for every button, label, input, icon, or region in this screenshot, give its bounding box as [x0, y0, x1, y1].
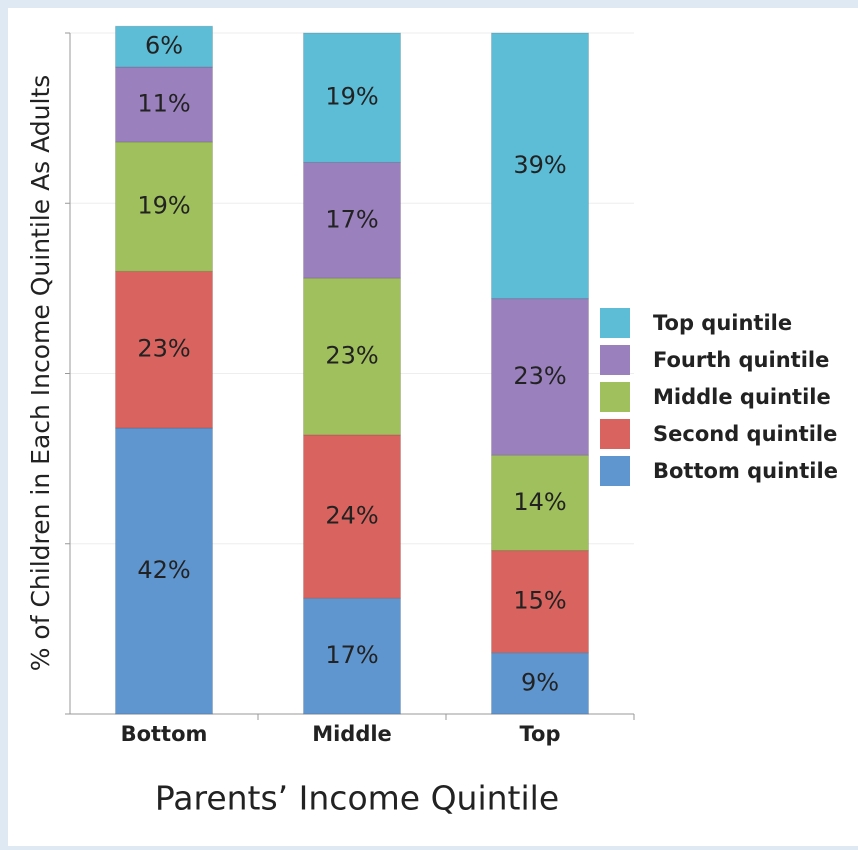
- value-label: 14%: [513, 488, 566, 516]
- legend-label: Middle quintile: [653, 385, 831, 409]
- bar-segment: [115, 427, 213, 715]
- bar-segment: [115, 141, 213, 272]
- value-label: 17%: [325, 205, 378, 233]
- bar-segment: [491, 652, 589, 715]
- legend-swatch: [600, 419, 630, 449]
- x-tick-label: Bottom: [121, 722, 208, 746]
- bar-segment: [115, 270, 213, 429]
- legend-swatch: [600, 308, 630, 338]
- bar-segment: [115, 66, 213, 143]
- legend-swatch: [600, 345, 630, 375]
- value-label: 39%: [513, 151, 566, 179]
- x-tick-label: Middle: [312, 722, 392, 746]
- value-label: 17%: [325, 641, 378, 669]
- bar-segment: [303, 161, 401, 279]
- value-label: 6%: [145, 32, 183, 60]
- legend-swatch: [600, 382, 630, 412]
- x-axis-title: Parents’ Income Quintile: [155, 779, 559, 818]
- value-label: 24%: [325, 502, 378, 530]
- legend-label: Top quintile: [653, 311, 792, 335]
- frame: % of Children in Each Income Quintile As…: [8, 8, 858, 846]
- y-axis-title: % of Children in Each Income Quintile As…: [26, 75, 55, 672]
- bar-segment: [491, 298, 589, 456]
- bar-segment: [115, 25, 213, 68]
- value-label: 15%: [513, 587, 566, 615]
- value-label: 23%: [325, 341, 378, 369]
- value-label: 23%: [513, 362, 566, 390]
- legend-label: Bottom quintile: [653, 459, 838, 483]
- value-label: 11%: [137, 90, 190, 118]
- value-label: 19%: [137, 192, 190, 220]
- value-label: 42%: [137, 556, 190, 584]
- legend-label: Fourth quintile: [653, 348, 829, 372]
- bar-segment: [491, 32, 589, 300]
- chart: % of Children in Each Income Quintile As…: [26, 25, 838, 818]
- bar-segment: [491, 454, 589, 552]
- bar-segment: [303, 597, 401, 715]
- bar-segment: [303, 277, 401, 436]
- bar-segment: [491, 550, 589, 654]
- x-tick-label: Top: [520, 722, 561, 746]
- value-label: 9%: [521, 668, 559, 696]
- bar-segment: [303, 32, 401, 163]
- legend-label: Second quintile: [653, 422, 837, 446]
- legend-swatch: [600, 456, 630, 486]
- value-label: 23%: [137, 335, 190, 363]
- value-label: 19%: [325, 83, 378, 111]
